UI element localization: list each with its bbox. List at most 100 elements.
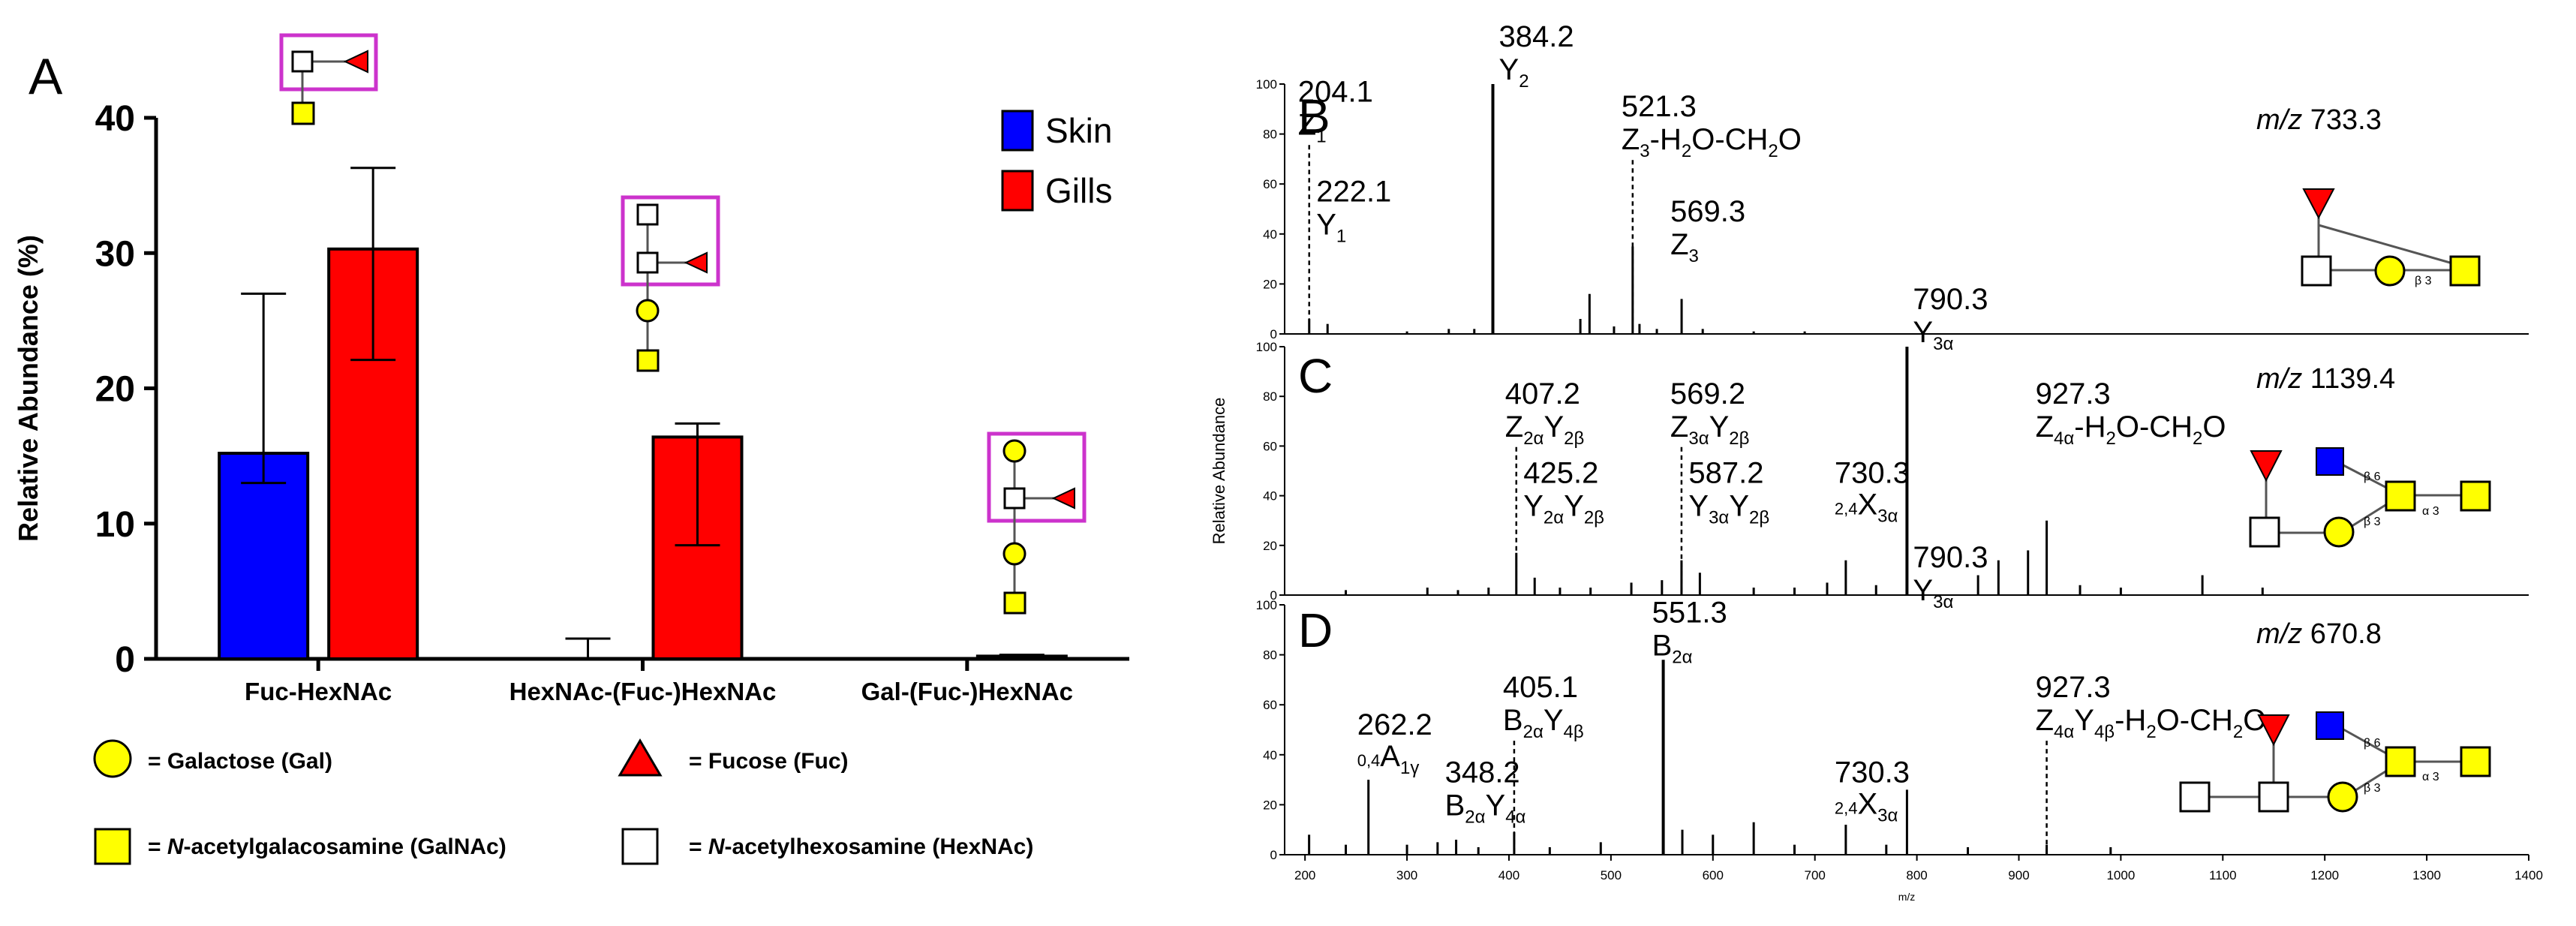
galnac-square-icon <box>1003 591 1026 615</box>
peak-annotation: 927.3 <box>2036 671 2111 704</box>
peak-annotation: 407.2 <box>1505 377 1580 410</box>
x-tick-label: HexNAc-(Fuc-)HexNAc <box>509 678 777 705</box>
galactose-circle-icon <box>1002 542 1026 566</box>
fucose-triangle-icon <box>2302 188 2335 220</box>
highlight-box <box>279 33 378 92</box>
x-tick-label: 1400 <box>2514 868 2543 882</box>
bar-skin <box>218 452 310 661</box>
y-tick-label: 0 <box>1270 327 1277 341</box>
legend-fucose: = Fucose (Fuc) <box>689 749 849 774</box>
ms-spectra: 0 20 40 60 80 100 204.1Z1​ 222.1Y1​ 384.2Y2​ 521.… <box>1210 20 2543 903</box>
peak-annotation: Z4α​-H2​O-CH2​O <box>2036 410 2226 449</box>
symbol-legend: = Galactose (Gal) = Fucose (Fuc) = N-ace… <box>93 738 1033 865</box>
peak-annotation: Y2​ <box>1499 53 1529 92</box>
peak-annotation: 551.3 <box>1652 596 1727 629</box>
y-tick-label: 100 <box>1256 340 1277 354</box>
y-tick-label: 100 <box>1256 77 1277 92</box>
x-tick-label: 1000 <box>2106 868 2135 882</box>
peak-annotation: 790.3 <box>1913 283 1988 316</box>
y-axis-label: Relative Abundance <box>1210 398 1228 545</box>
galnac-square-icon <box>636 349 660 372</box>
peak-annotation: Z3α​Y2β​ <box>1670 410 1750 449</box>
y-tick-label: 60 <box>1263 439 1277 453</box>
svg-text:β 3: β 3 <box>2364 782 2381 795</box>
galactose-circle-icon <box>2327 781 2358 813</box>
spectrum-panel-c: 0 20 40 60 80 100 Relative Abundance 407.2Z2α​Y… <box>1210 283 2529 603</box>
glycan-fuc-hexnac <box>279 33 378 125</box>
y-tick-label: 60 <box>1263 177 1277 191</box>
peak-annotation: 730.3 <box>1835 756 1910 789</box>
hexnac-square-icon <box>2258 781 2289 813</box>
peak-annotation: 790.3 <box>1913 541 1988 574</box>
peak-annotation: Y3α​ <box>1913 316 1953 354</box>
hexnac-square-icon <box>1003 487 1026 510</box>
fucose-triangle-icon <box>618 738 663 777</box>
y-tick-label: 20 <box>95 370 135 410</box>
x-tick-label: 900 <box>2008 868 2029 882</box>
fucose-triangle-icon <box>1051 487 1075 510</box>
x-tick-label: 800 <box>1906 868 1927 882</box>
svg-text:β 3: β 3 <box>2364 516 2381 528</box>
hexnac-square-icon <box>621 828 659 865</box>
x-tick-label: 400 <box>1498 868 1519 882</box>
peak-annotation: 0,4A1γ​ <box>1357 740 1420 778</box>
peak-annotation: B2α​Y4α​ <box>1445 789 1526 827</box>
legend-hexnac: = N-acetylhexosamine (HexNAc) <box>689 834 1033 859</box>
x-axis-label: m/z <box>1898 891 1916 903</box>
svg-text:α 3: α 3 <box>2422 505 2439 518</box>
legend-swatch-skin <box>1001 110 1034 152</box>
peak-annotation: Z2α​Y2β​ <box>1505 410 1585 449</box>
peak-annotation: 222.1 <box>1316 175 1391 208</box>
svg-text:β 6: β 6 <box>2364 471 2381 483</box>
glycan-b: β 3 <box>2301 188 2481 287</box>
x-tick-label: Fuc-HexNAc <box>245 678 392 705</box>
peak-annotation: Y1​ <box>1316 208 1346 246</box>
peak-annotation: 569.2 <box>1670 377 1745 410</box>
glycan-c: β 6 β 3 α 3 <box>2249 447 2491 548</box>
x-tick-label: 1100 <box>2209 868 2237 882</box>
svg-text:β 3: β 3 <box>2415 275 2432 287</box>
y-tick-label: 40 <box>95 99 135 139</box>
galnac-square-icon <box>2385 746 2416 777</box>
glcnac-square-icon <box>2316 447 2344 476</box>
hexnac-square-icon <box>2301 255 2332 287</box>
legend-label-gills: Gills <box>1045 171 1112 210</box>
galactose-circle-icon <box>636 299 660 323</box>
panel-b-mz: m/z 733.3 <box>2256 104 2382 136</box>
y-tick-label: 40 <box>1263 748 1277 762</box>
peak-annotation: 348.2 <box>1445 756 1520 789</box>
peak-annotation: Z4α​Y4β​-H2​O-CH2​O <box>2036 704 2267 742</box>
galactose-circle-icon <box>1002 439 1026 463</box>
peak-annotation: 521.3 <box>1622 90 1697 123</box>
peak-annotation: B2α​Y4β​ <box>1503 704 1584 742</box>
highlight-box <box>987 431 1087 523</box>
peak-annotation: 405.1 <box>1503 671 1578 704</box>
hexnac-square-icon <box>636 251 659 274</box>
y-tick-label: 100 <box>1256 598 1277 612</box>
galactose-circle-icon <box>2323 516 2355 548</box>
x-tick-label: 500 <box>1601 868 1622 882</box>
y-tick-label: 40 <box>1263 227 1277 242</box>
peak-annotation: Y3α​ <box>1913 574 1953 612</box>
y-tick-label: 80 <box>1263 389 1277 404</box>
peak-annotation: Z3​ <box>1670 228 1699 266</box>
galnac-square-icon <box>2460 480 2491 512</box>
panel-a: A 0 10 20 30 40 Relative Abundance (%) Fuc-Hex… <box>13 33 1129 865</box>
peak-annotation: 730.3 <box>1835 457 1910 490</box>
y-tick-label: 0 <box>1270 848 1277 862</box>
galnac-square-icon <box>2385 480 2416 512</box>
galnac-square-icon <box>2460 746 2491 777</box>
fucose-triangle-icon <box>2250 450 2283 483</box>
y-tick-label: 0 <box>115 640 135 680</box>
galnac-square-icon <box>291 101 315 125</box>
y-tick-label: 80 <box>1263 128 1277 142</box>
peak-annotation: 569.3 <box>1670 195 1745 228</box>
svg-text:α 3: α 3 <box>2422 771 2439 783</box>
legend-galnac: = N-acetylgalacosamine (GalNAc) <box>148 834 506 859</box>
glycan-hexnac-fuc-hexnac <box>621 195 720 372</box>
x-tick-label: 300 <box>1396 868 1417 882</box>
glcnac-square-icon <box>2316 711 2344 740</box>
peak-annotation: Y2α​Y2β​ <box>1523 490 1604 528</box>
